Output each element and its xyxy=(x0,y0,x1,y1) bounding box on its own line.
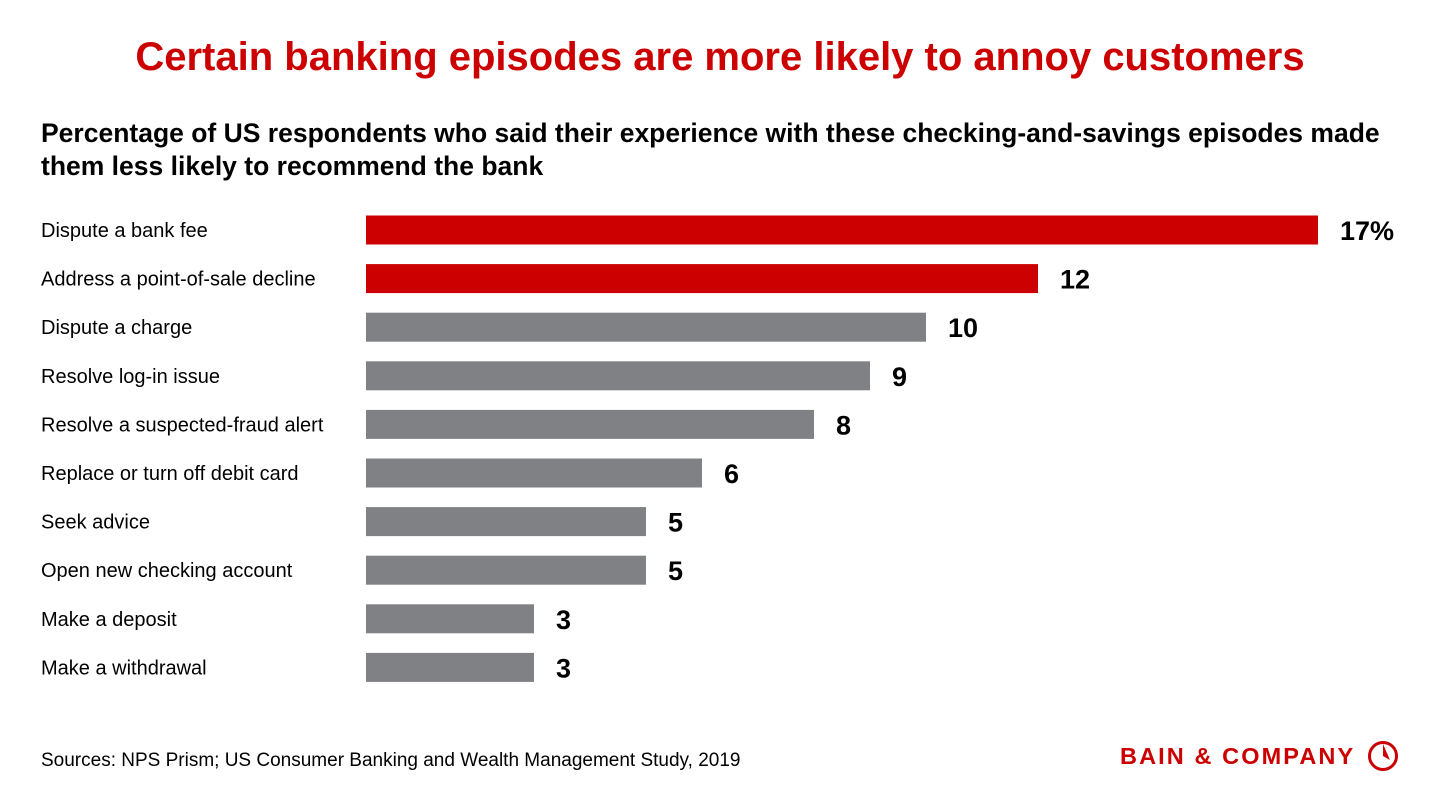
value-label: 3 xyxy=(556,653,571,683)
logo-text: BAIN & COMPANY xyxy=(1120,743,1356,769)
category-label: Dispute a charge xyxy=(41,317,192,339)
category-label: Address a point-of-sale decline xyxy=(41,269,316,291)
value-label: 8 xyxy=(836,410,851,440)
value-label: 9 xyxy=(892,362,907,392)
bar xyxy=(366,215,1318,245)
chart-title: Certain banking episodes are more likely… xyxy=(135,35,1305,79)
category-label: Make a deposit xyxy=(41,609,177,631)
bar xyxy=(366,312,926,342)
bar xyxy=(366,264,1038,294)
value-label: 12 xyxy=(1060,265,1090,295)
chart-subtitle: Percentage of US respondents who said th… xyxy=(41,118,1380,181)
source-note: Sources: NPS Prism; US Consumer Banking … xyxy=(41,750,741,771)
category-label: Make a withdrawal xyxy=(41,657,207,679)
value-label: 6 xyxy=(724,459,739,489)
bar xyxy=(366,652,534,682)
bar xyxy=(366,361,870,391)
value-label: 5 xyxy=(668,508,683,538)
bar xyxy=(366,555,646,585)
bain-compass-logo-icon xyxy=(1368,741,1399,771)
category-label: Replace or turn off debit card xyxy=(41,463,299,485)
value-label: 17% xyxy=(1340,216,1394,246)
category-label: Resolve a suspected-fraud alert xyxy=(41,414,324,436)
bar xyxy=(366,507,646,537)
category-label: Open new checking account xyxy=(41,560,293,582)
bar xyxy=(366,604,534,634)
category-label: Seek advice xyxy=(41,512,150,534)
value-label: 10 xyxy=(948,313,978,343)
bar xyxy=(366,458,702,488)
category-label: Resolve log-in issue xyxy=(41,366,220,388)
value-label: 5 xyxy=(668,556,683,586)
bain-logo: BAIN & COMPANY xyxy=(1120,738,1399,774)
category-label: Dispute a bank fee xyxy=(41,220,208,242)
value-label: 3 xyxy=(556,605,571,635)
bar xyxy=(366,409,814,439)
